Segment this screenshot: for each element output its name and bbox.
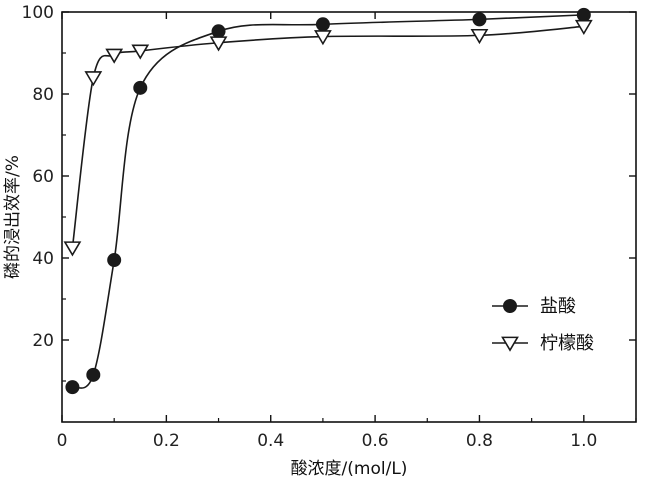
- legend-marker: [503, 299, 517, 313]
- data-point-2: [105, 48, 124, 64]
- x-tick-label: 0.4: [257, 431, 284, 451]
- x-tick-label: 0.6: [362, 431, 389, 451]
- axes: 0 0.2 0.4 0.6 0.8 1.0 20 40 60 80 100: [22, 3, 637, 451]
- data-point-1: [315, 17, 330, 32]
- data-point-1: [65, 380, 80, 395]
- legend-item-2: 柠檬酸: [492, 333, 594, 354]
- y-tick-label: 80: [32, 85, 54, 105]
- data-point-2: [574, 19, 593, 36]
- series-line-1: [72, 14, 584, 389]
- data-point-2: [63, 241, 82, 257]
- series-2: [63, 19, 593, 257]
- data-point-1: [576, 7, 591, 22]
- y-axis-title: 磷的浸出效率/%: [3, 155, 23, 279]
- x-tick-label: 1.0: [570, 431, 597, 451]
- data-point-2: [470, 28, 489, 45]
- legend-label: 柠檬酸: [540, 333, 594, 354]
- legend-label: 盐酸: [540, 296, 576, 317]
- y-tick-label: 20: [32, 331, 54, 351]
- data-point-1: [133, 80, 148, 95]
- data-point-1: [211, 24, 226, 39]
- legend-item-1: 盐酸: [492, 296, 576, 317]
- data-point-1: [472, 12, 487, 27]
- data-point-2: [131, 44, 150, 60]
- y-tick-label: 60: [32, 167, 54, 187]
- x-tick-label: 0.2: [153, 431, 180, 451]
- data-point-1: [86, 367, 101, 382]
- data-point-1: [107, 253, 122, 268]
- data-point-2: [209, 36, 228, 52]
- data-point-2: [84, 71, 103, 87]
- series-1: [65, 7, 591, 395]
- series-line-2: [71, 25, 584, 248]
- series-layer: [63, 7, 593, 395]
- x-tick-label: 0.8: [466, 431, 493, 451]
- x-axis-title: 酸浓度/(mol/L): [291, 459, 408, 479]
- data-point-2: [314, 30, 332, 46]
- legend-marker: [501, 336, 519, 352]
- x-tick-label: 0: [57, 431, 68, 451]
- y-tick-label: 100: [22, 3, 54, 23]
- y-tick-label: 40: [32, 249, 54, 269]
